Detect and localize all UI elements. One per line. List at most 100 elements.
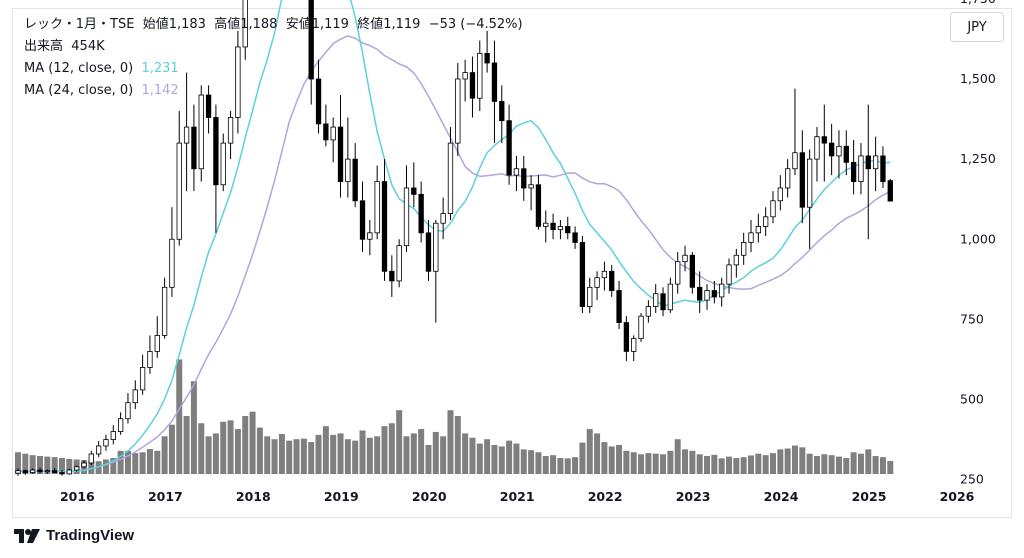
volume-bar <box>887 460 894 474</box>
volume-bar <box>689 450 696 474</box>
volume-bar <box>557 458 564 474</box>
candle-body <box>139 367 146 391</box>
open-label: 始値 <box>142 17 169 32</box>
candle-body <box>183 126 190 144</box>
volume-bar <box>205 436 212 474</box>
candle-body <box>337 126 344 182</box>
x-axis-tick-label: 2019 <box>324 489 359 504</box>
y-axis-tick-label: 1,500 <box>960 71 996 86</box>
volume-bar <box>762 455 769 474</box>
candle-body <box>396 245 402 282</box>
candle-body <box>73 466 80 471</box>
candle-body <box>462 72 468 80</box>
x-axis-tick-label: 2026 <box>940 489 975 504</box>
y-axis-tick-label: 1,000 <box>960 231 996 246</box>
ma24-line <box>17 35 891 473</box>
volume-bar <box>601 442 608 474</box>
candle-body <box>103 439 109 447</box>
volume-bar <box>374 436 381 474</box>
ohlc-legend: レック・1月・TSE 始値1,183 高値1,188 安値1,119 終値1,1… <box>24 16 523 34</box>
candle-body <box>719 283 725 298</box>
ma24-legend[interactable]: MA (24, close, 0) 1,142 <box>24 82 179 100</box>
volume-bar <box>843 458 850 474</box>
ma24-value: 1,142 <box>141 83 179 98</box>
candle-body <box>638 315 644 340</box>
volume-bar <box>674 439 681 474</box>
candle-body <box>726 264 732 285</box>
volume-bar <box>872 456 879 474</box>
volume-bar <box>865 449 872 474</box>
candle-body <box>125 402 131 420</box>
candle-body <box>828 142 835 157</box>
candle-body <box>499 101 505 122</box>
candle-body <box>447 142 454 215</box>
candle-body <box>81 462 87 468</box>
candle-body <box>132 389 138 404</box>
candle-body <box>623 322 630 352</box>
candle-body <box>169 238 175 288</box>
volume-bar <box>198 423 205 474</box>
volume-bar <box>322 426 329 474</box>
volume-bar <box>652 453 659 474</box>
volume-bar <box>791 445 798 474</box>
candle-body <box>887 180 893 202</box>
volume-bar <box>696 454 703 474</box>
candle-body <box>872 155 879 170</box>
candle-body <box>220 142 226 186</box>
candle-body <box>755 226 761 234</box>
ma12-line <box>17 0 891 473</box>
volume-bar <box>278 433 285 474</box>
candle-body <box>594 277 600 288</box>
candle-body <box>733 254 739 266</box>
candle-body <box>374 181 380 234</box>
volume-bar <box>220 421 227 474</box>
volume-bar <box>308 442 315 474</box>
tradingview-logo[interactable]: TradingView <box>14 527 134 544</box>
currency-button[interactable]: JPY <box>950 12 1004 42</box>
volume-bar <box>190 381 197 474</box>
candle-body <box>850 161 857 182</box>
volume-bar <box>623 450 630 474</box>
volume-bar <box>418 429 425 474</box>
volume-bar <box>36 456 43 474</box>
candle-body <box>521 168 527 189</box>
volume-bar <box>462 433 469 474</box>
x-axis-tick-label: 2021 <box>500 489 535 504</box>
volume-bar <box>454 416 461 474</box>
volume-bar <box>425 445 432 474</box>
candle-body <box>653 293 659 307</box>
candle-body <box>147 351 153 368</box>
volume-bar <box>857 453 864 474</box>
candle-body <box>513 168 520 176</box>
close-label: 終値 <box>357 17 384 32</box>
volume-bar <box>748 455 754 474</box>
volume-bar <box>850 452 857 474</box>
volume-bar <box>682 449 689 474</box>
candle-body <box>697 286 703 301</box>
volume-bar <box>396 410 403 474</box>
candle-body <box>154 334 160 352</box>
candle-body <box>440 213 446 224</box>
x-axis-tick-label: 2016 <box>60 489 95 504</box>
high-value: 1,188 <box>240 17 278 32</box>
candle-body <box>770 200 776 218</box>
candle-body <box>748 232 754 243</box>
candle-body <box>176 142 182 240</box>
chart-frame <box>12 8 1012 518</box>
candle-body <box>359 200 366 240</box>
ma12-legend[interactable]: MA (12, close, 0) 1,231 <box>24 60 179 78</box>
volume-value: 454K <box>71 39 105 54</box>
volume-bar <box>132 453 139 474</box>
volume-bar <box>718 458 725 474</box>
candle-body <box>535 184 542 227</box>
volume-bar <box>410 433 417 474</box>
x-axis-tick-label: 2023 <box>676 489 711 504</box>
candle-body <box>345 158 351 182</box>
volume-bar <box>256 427 263 474</box>
x-axis-tick-label: 2025 <box>852 489 887 504</box>
volume-bar <box>51 457 58 474</box>
volume-bar <box>777 449 784 474</box>
candle-body <box>484 52 490 64</box>
volume-bar <box>271 439 278 474</box>
